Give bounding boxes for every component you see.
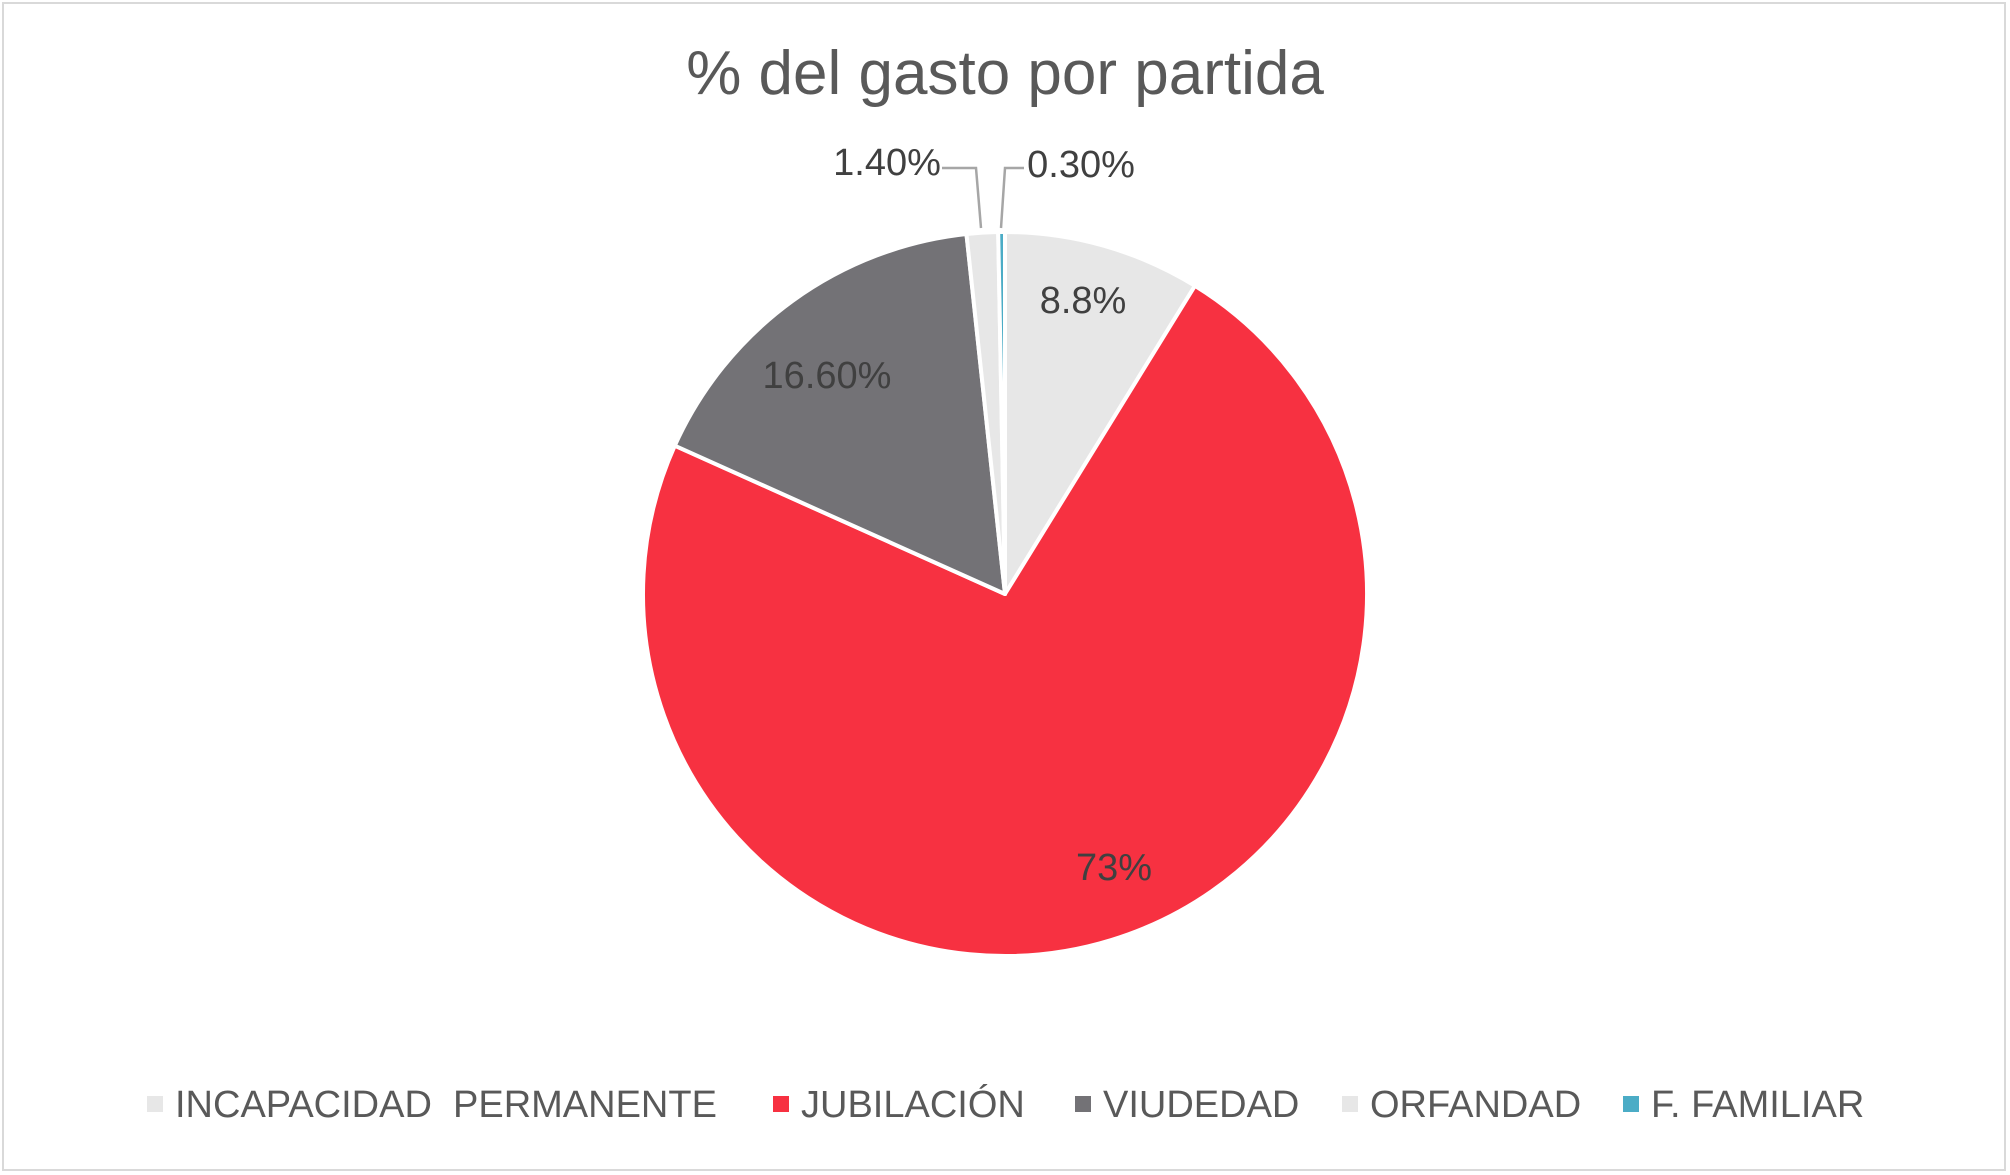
legend-swatch-orfandad xyxy=(1342,1096,1358,1112)
data-label-orfandad: 1.40% xyxy=(833,142,941,184)
legend-item-jubilacion: JUBILACIÓN xyxy=(773,1083,1025,1126)
legend-label-viudedad: VIUDEDAD xyxy=(1103,1084,1299,1126)
pie-slice-viudedad xyxy=(672,232,1007,596)
data-label-viudedad: 16.60% xyxy=(763,355,892,397)
legend: INCAPACIDAD PERMANENTE JUBILACIÓN VIUDEDAD… xyxy=(147,1083,1864,1126)
legend-swatch-f-familiar xyxy=(1623,1096,1639,1112)
leader-lines xyxy=(942,166,1024,229)
pie-slices xyxy=(641,229,1369,958)
legend-item-f-familiar: F. FAMILIAR xyxy=(1623,1084,1864,1126)
legend-item-orfandad: ORFANDAD xyxy=(1342,1084,1581,1126)
leader-line-orfandad xyxy=(942,166,983,229)
data-label-jubilacion: 73% xyxy=(1076,847,1152,889)
leader-line-f-familiar xyxy=(999,166,1024,229)
legend-label-incapacidad-permanente: INCAPACIDAD PERMANENTE xyxy=(175,1084,717,1126)
data-label-f-familiar: 0.30% xyxy=(1027,144,1135,186)
legend-item-incapacidad-permanente: INCAPACIDAD PERMANENTE xyxy=(147,1084,717,1126)
pie-slice-incapacidad-permanente xyxy=(1003,230,1197,596)
legend-label-f-familiar: F. FAMILIAR xyxy=(1651,1084,1864,1126)
chart-title: % del gasto por partida xyxy=(686,39,1324,108)
data-labels: 8.8% 73% 16.60% 1.40% 0.30% xyxy=(763,142,1152,889)
legend-swatch-jubilacion xyxy=(773,1096,789,1112)
legend-swatch-viudedad xyxy=(1075,1096,1091,1112)
legend-item-viudedad: VIUDEDAD xyxy=(1075,1084,1299,1126)
legend-swatch-incapacidad-permanente xyxy=(147,1096,163,1112)
data-label-incapacidad-permanente: 8.8% xyxy=(1040,280,1127,322)
pie-slice-jubilacion xyxy=(641,283,1369,958)
pie-slice-f-familiar xyxy=(996,229,1007,596)
legend-label-orfandad: ORFANDAD xyxy=(1370,1084,1581,1126)
legend-label-jubilacion: JUBILACIÓN xyxy=(801,1083,1025,1126)
